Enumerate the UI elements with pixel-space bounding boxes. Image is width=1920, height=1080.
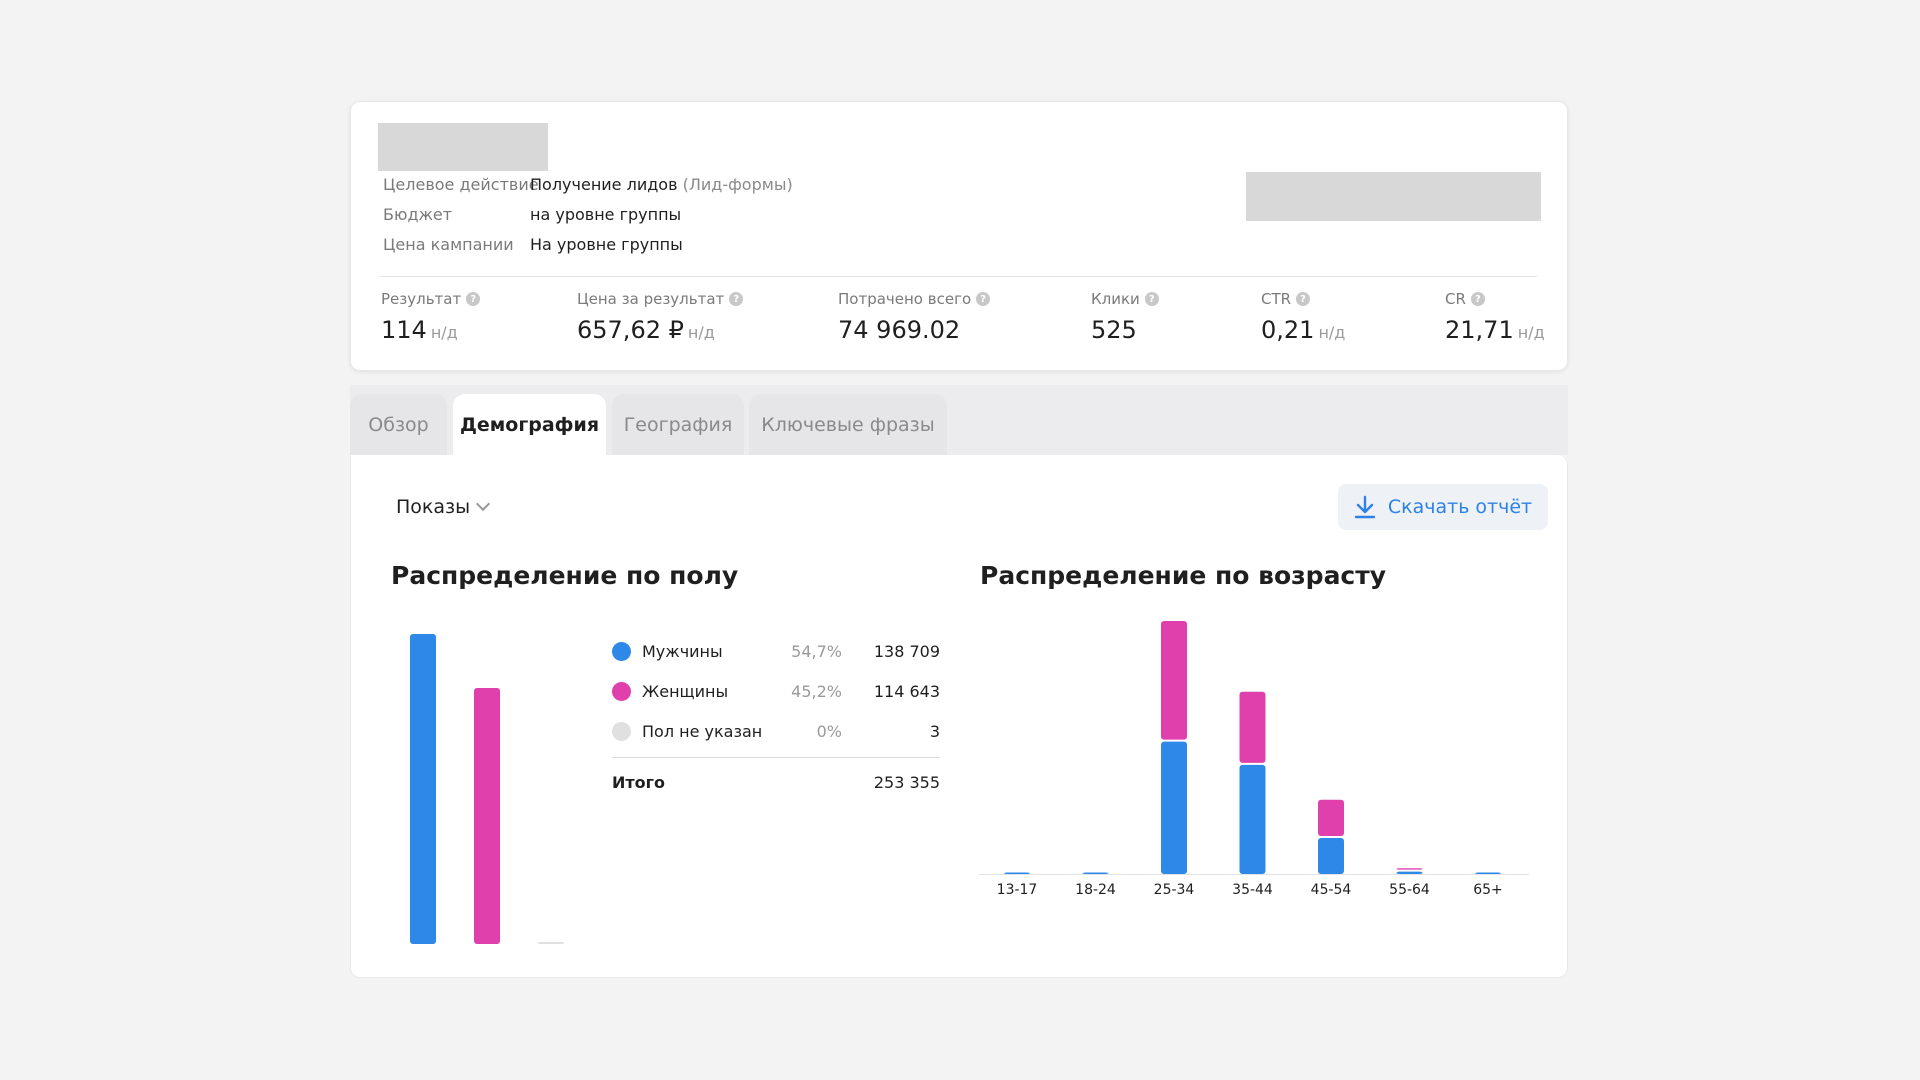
info-value: Получение лидов (Лид-формы) <box>530 175 793 194</box>
campaign-action-placeholder <box>1246 172 1541 221</box>
age-tick-label: 55-64 <box>1389 882 1430 898</box>
download-report-button[interactable]: Скачать отчёт <box>1338 484 1548 530</box>
metric-dropdown-value: Показы <box>396 496 471 518</box>
gender-bar-unknown <box>538 942 564 944</box>
campaign-name-placeholder <box>378 123 548 171</box>
help-icon[interactable]: ? <box>466 292 481 306</box>
legend-row-male: Мужчины 54,7% 138 709 <box>612 639 940 663</box>
gender-title: Распределение по полу <box>391 561 739 590</box>
age-bar-55-64-female <box>1396 868 1423 870</box>
age-tick-label: 25-34 <box>1154 882 1195 898</box>
info-value: На уровне группы <box>530 235 683 254</box>
campaign-summary-card: Целевое действие Получение лидов (Лид-фо… <box>350 101 1568 371</box>
age-chart: 13-17 18-24 25-34 35-44 45-54 55-64 65+ <box>979 620 1529 898</box>
help-icon[interactable]: ? <box>729 292 744 306</box>
metric-label: Результат <box>381 290 462 308</box>
info-value-note: (Лид-формы) <box>682 175 793 194</box>
info-key: Бюджет <box>383 205 453 224</box>
age-bar-25-34-male <box>1161 741 1187 874</box>
gender-bar-female <box>474 687 500 944</box>
chevron-down-icon <box>476 496 491 512</box>
legend-name: Женщины <box>642 681 729 701</box>
demography-panel: Показы Скачать отчёт Распределение по по… <box>350 455 1568 978</box>
legend-dot <box>612 681 631 701</box>
tab-demography[interactable]: Демография <box>453 394 606 456</box>
legend-value: 114 643 <box>873 681 940 701</box>
tab-overview[interactable]: Обзор <box>350 394 447 456</box>
age-bar-55-64-male <box>1396 871 1423 874</box>
age-bar-35-44-female <box>1239 691 1266 763</box>
metric-ctr: CTR? 0,21 н/д <box>1261 290 1345 344</box>
legend-pct: 0% <box>816 721 842 741</box>
age-bar-18-24-male <box>1082 872 1109 874</box>
metric-suffix: н/д <box>1318 323 1346 342</box>
legend-pct: 54,7% <box>791 641 842 661</box>
legend-value: 3 <box>929 721 940 741</box>
legend-dot <box>612 721 631 741</box>
age-tick-label: 18-24 <box>1075 882 1116 898</box>
metric-value: 74 969.02 <box>838 316 961 344</box>
metric-value: 114 <box>381 316 427 344</box>
legend-name: Пол не указан <box>642 721 763 741</box>
download-report-label: Скачать отчёт <box>1387 496 1533 518</box>
metric-cost-per-result: Цена за результат? 657,62 ₽ н/д <box>577 290 744 344</box>
metric-cr: CR? 21,71 н/д <box>1445 290 1545 344</box>
metric-value: 21,71 <box>1445 316 1514 344</box>
metric-label: Цена за результат <box>577 290 725 308</box>
help-icon[interactable]: ? <box>1296 292 1311 306</box>
info-value-text: Получение лидов <box>530 175 678 194</box>
age-bar-25-34-female <box>1161 620 1187 740</box>
legend-total-row: Итого 253 355 <box>612 773 940 792</box>
metric-label: Потрачено всего <box>838 290 972 308</box>
metric-label: Клики <box>1091 290 1140 308</box>
age-bar-13-17-male <box>1004 872 1030 874</box>
legend-divider <box>612 757 940 758</box>
metric-value: 657,62 ₽ <box>577 316 684 344</box>
metric-label: CR <box>1445 290 1466 308</box>
info-value: на уровне группы <box>530 205 682 224</box>
info-key: Цена кампании <box>383 235 514 254</box>
age-title: Распределение по возрасту <box>980 561 1387 590</box>
tab-geography[interactable]: География <box>612 394 744 456</box>
metric-result: Результат? 114 н/д <box>381 290 481 344</box>
legend-pct: 45,2% <box>791 681 842 701</box>
download-icon <box>1354 495 1376 519</box>
legend-total-label: Итого <box>612 773 666 792</box>
age-bar-45-54-male <box>1318 838 1344 874</box>
age-tick-label: 13-17 <box>997 882 1038 898</box>
metric-dropdown[interactable]: Показы <box>396 496 491 518</box>
metric-clicks: Клики? 525 <box>1091 290 1159 344</box>
legend-row-unknown: Пол не указан 0% 3 <box>612 719 940 743</box>
legend-total-value: 253 355 <box>873 773 940 792</box>
help-icon[interactable]: ? <box>976 292 991 306</box>
metric-suffix: н/д <box>687 323 715 342</box>
gender-bar-male <box>410 634 436 944</box>
metric-total-spent: Потрачено всего? 74 969.02 <box>838 290 991 344</box>
age-bar-65+-male <box>1475 872 1501 874</box>
metric-suffix: н/д <box>430 323 458 342</box>
metric-value: 0,21 <box>1261 316 1315 344</box>
metric-suffix: н/д <box>1517 323 1545 342</box>
divider <box>379 276 1537 277</box>
age-bar-35-44-male <box>1239 764 1266 874</box>
legend-name: Мужчины <box>642 641 723 661</box>
help-icon[interactable]: ? <box>1470 292 1485 306</box>
metric-label: CTR <box>1261 290 1292 308</box>
age-tick-label: 45-54 <box>1311 882 1352 898</box>
help-icon[interactable]: ? <box>1144 292 1159 306</box>
tab-keywords[interactable]: Ключевые фразы <box>749 394 947 456</box>
metric-value: 525 <box>1091 316 1137 344</box>
age-tick-label: 65+ <box>1473 882 1503 898</box>
info-key: Целевое действие <box>383 175 539 194</box>
legend-row-female: Женщины 45,2% 114 643 <box>612 679 940 703</box>
age-tick-label: 35-44 <box>1232 882 1273 898</box>
legend-value: 138 709 <box>873 641 940 661</box>
age-bar-45-54-female <box>1318 799 1344 837</box>
legend-dot <box>612 641 631 661</box>
